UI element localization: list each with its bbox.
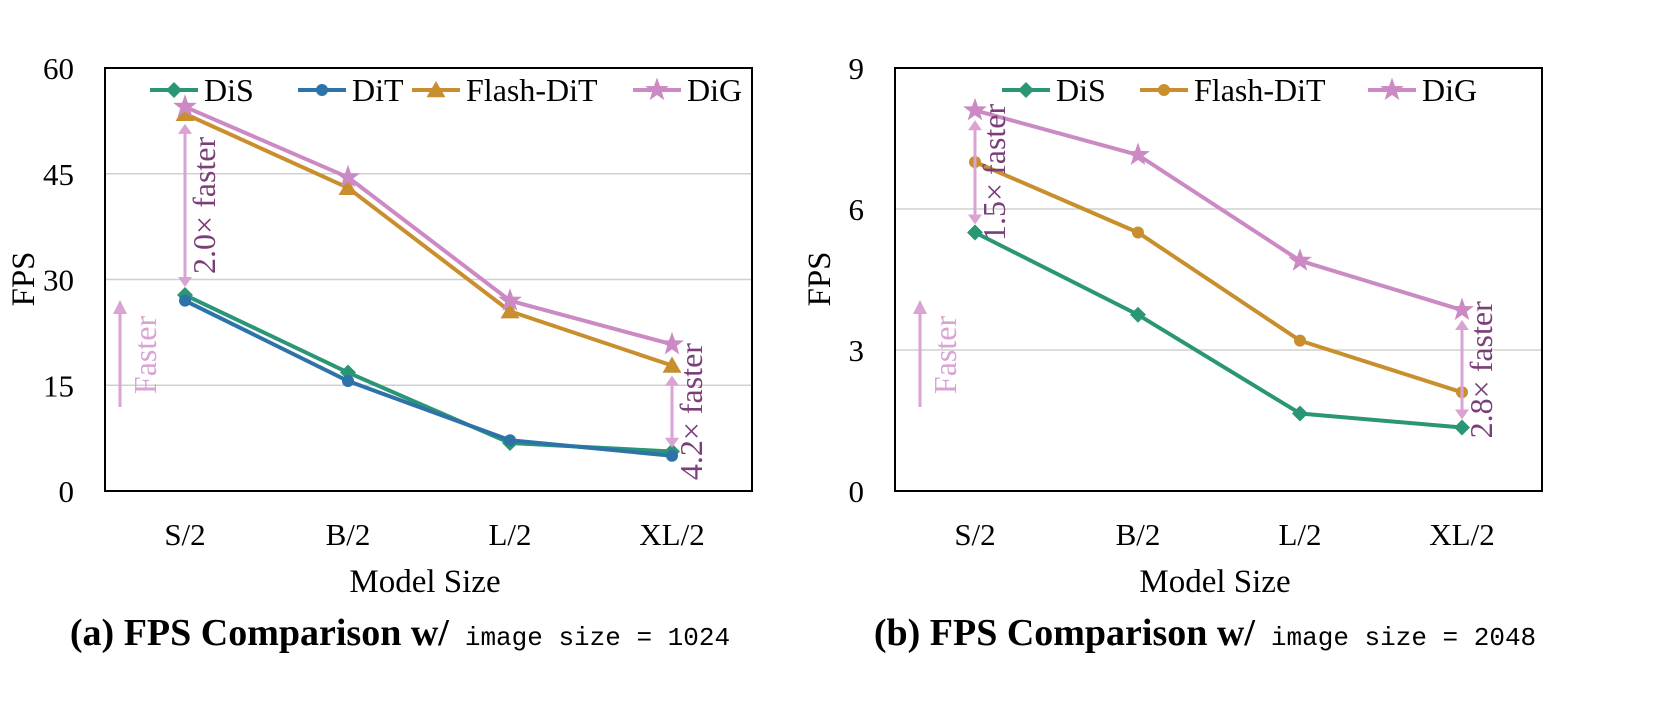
plot-area-frame <box>104 67 753 492</box>
faster-label: Faster <box>927 316 963 395</box>
data-point-flash-dit <box>662 356 682 373</box>
data-point-flash-dit <box>1132 226 1144 239</box>
speedup-label: 1.5× faster <box>976 104 1012 241</box>
legend-label: DiS <box>204 72 254 108</box>
data-point-dit <box>504 434 516 447</box>
y-tick-label: 6 <box>849 192 865 227</box>
legend-item-dig: DiG <box>633 72 742 108</box>
legend-label: Flash-DiT <box>466 72 598 108</box>
legend-swatch-marker <box>1380 77 1404 101</box>
speedup-arrow-head-up <box>178 123 192 134</box>
speedup-label: 2.0× faster <box>186 137 222 274</box>
legend-label: DiG <box>1422 72 1477 108</box>
data-point-dis <box>1130 306 1146 323</box>
data-point-dig <box>1450 297 1474 321</box>
legend-swatch-marker <box>316 84 328 96</box>
legend-label: DiS <box>1056 72 1106 108</box>
faster-label: Faster <box>127 316 163 395</box>
data-point-dit <box>179 294 191 307</box>
y-axis-title: FPS <box>6 251 42 306</box>
y-tick-label: 15 <box>43 368 74 403</box>
data-point-dig <box>498 288 522 311</box>
series-line-dis <box>184 293 673 454</box>
legend-label: DiT <box>352 72 404 108</box>
speedup-arrow-head-down <box>1455 409 1469 420</box>
data-point-dig <box>963 97 987 121</box>
x-tick-label: S/2 <box>954 517 995 552</box>
legend-item-flash-dit: Flash-DiT <box>412 72 598 108</box>
legend-item-dis: DiS <box>1002 72 1106 108</box>
y-axis-title: FPS <box>802 251 838 306</box>
data-point-flash-dit <box>175 104 195 122</box>
x-tick-label: L/2 <box>488 517 531 552</box>
x-tick-label: XL/2 <box>1429 517 1494 552</box>
legend-item-dig: DiG <box>1368 72 1477 108</box>
series-line-flash-dit <box>974 160 1463 395</box>
speedup-arrow-head-down <box>178 277 192 288</box>
series-line-flash-dit <box>184 112 673 368</box>
data-point-flash-dit <box>338 178 358 196</box>
y-tick-label: 3 <box>849 333 865 368</box>
data-point-dig <box>660 331 684 355</box>
y-tick-label: 0 <box>849 474 865 509</box>
y-tick-label: 60 <box>43 51 74 86</box>
speedup-label: 2.8× faster <box>1463 301 1499 438</box>
caption-bold-part: (b) FPS Comparison w/ <box>874 612 1256 654</box>
caption-bold-part: (a) FPS Comparison w/ <box>70 612 449 654</box>
y-tick-label: 30 <box>43 263 74 298</box>
legend-label: Flash-DiT <box>1194 72 1326 108</box>
legend-swatch-marker <box>1158 84 1170 96</box>
speedup-arrow-head-down <box>968 214 982 225</box>
legend-item-dit: DiT <box>298 72 404 108</box>
plot-area-frame <box>894 67 1543 492</box>
caption-mono-part: image size = 2048 <box>1271 623 1536 653</box>
data-point-dig <box>173 94 197 117</box>
x-axis-title: Model Size <box>1139 564 1290 600</box>
chart-panel-b: 0 3 6 9 S/2 B/2 L/2 XL/2 1.5× faster 2.8× faste… <box>802 51 1543 654</box>
legend-item-flash-dit: Flash-DiT <box>1140 72 1326 108</box>
x-tick-label: L/2 <box>1278 517 1321 552</box>
speedup-label: 4.2× faster <box>673 343 709 480</box>
chart-panel-a: 0 15 30 45 60 S/2 B/2 L/2 XL/2 2.0× faster 4.2× … <box>6 51 753 654</box>
legend-swatch-marker <box>645 77 669 101</box>
data-point-dis <box>1454 419 1470 436</box>
y-tick-label: 45 <box>43 157 74 192</box>
speedup-arrow-head-up <box>968 120 982 131</box>
x-axis-title: Model Size <box>349 564 500 600</box>
legend-swatch-marker <box>1018 82 1034 98</box>
speedup-arrow-head-up <box>1455 320 1469 331</box>
x-tick-label: S/2 <box>164 517 205 552</box>
series-line-dig <box>974 108 1463 312</box>
x-tick-label: B/2 <box>1116 517 1161 552</box>
data-point-dis <box>967 224 983 241</box>
faster-arrow-head <box>113 300 127 314</box>
data-point-dit <box>342 375 354 388</box>
series-line-dis <box>974 230 1463 430</box>
x-tick-label: B/2 <box>326 517 371 552</box>
data-point-dig <box>1126 142 1150 166</box>
data-point-dis <box>1292 405 1308 422</box>
caption-mono-part: image size = 1024 <box>465 623 730 653</box>
faster-arrow-head <box>913 300 927 314</box>
legend-swatch-marker <box>426 81 446 98</box>
data-point-dit <box>666 449 678 462</box>
speedup-arrow-head-down <box>665 437 679 448</box>
data-point-dig <box>336 164 360 188</box>
figure-caption: (a) FPS Comparison w/ image size = 1024 <box>70 612 730 654</box>
legend-label: DiG <box>687 72 742 108</box>
figure-caption: (b) FPS Comparison w/ image size = 2048 <box>874 612 1536 654</box>
series-line-dig <box>184 104 673 347</box>
y-tick-label: 0 <box>59 474 75 509</box>
series-line-dit <box>184 298 673 458</box>
data-point-flash-dit <box>500 302 520 319</box>
legend-swatch-marker <box>166 82 182 98</box>
x-tick-label: XL/2 <box>639 517 704 552</box>
legend-item-dis: DiS <box>150 72 254 108</box>
y-tick-label: 9 <box>849 51 865 86</box>
speedup-arrow-head-up <box>665 375 679 386</box>
data-point-flash-dit <box>1294 334 1306 347</box>
data-point-dig <box>1288 248 1312 271</box>
